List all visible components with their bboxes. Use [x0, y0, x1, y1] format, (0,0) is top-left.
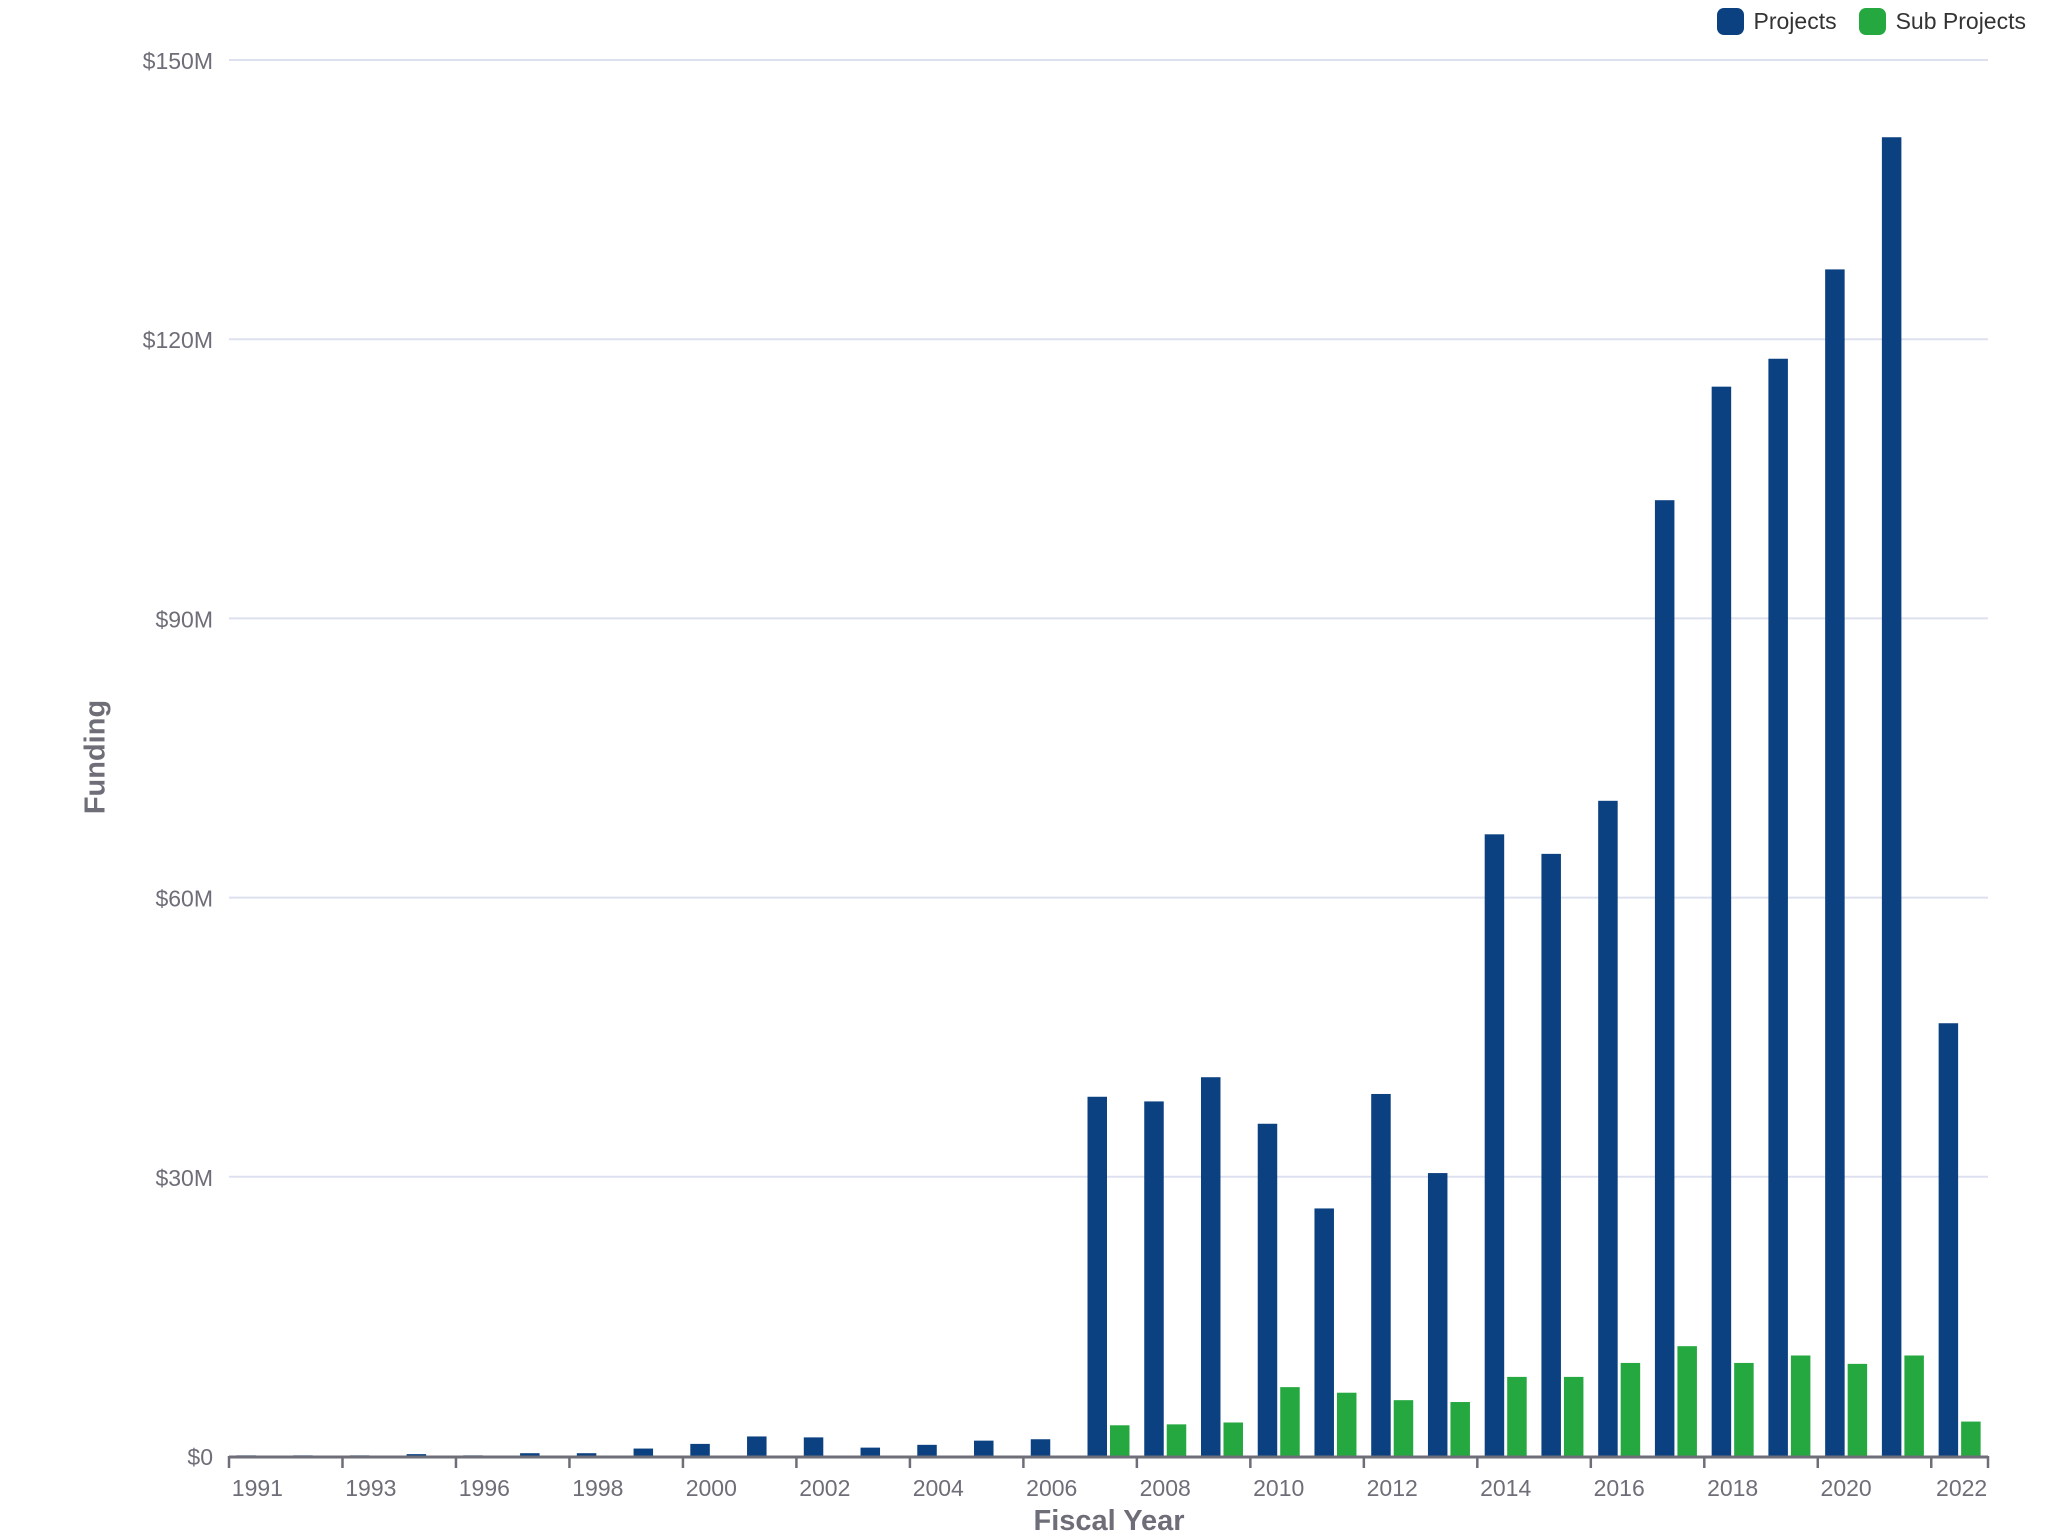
- sub-projects-bar-2008[interactable]: [1166, 1424, 1187, 1456]
- projects-bar-2022[interactable]: [1938, 1023, 1959, 1456]
- projects-bar-2011[interactable]: [1314, 1208, 1334, 1456]
- x-tick-label: 2014: [1480, 1475, 1531, 1501]
- projects-bar-2003[interactable]: [860, 1447, 881, 1456]
- y-tick-label: $120M: [143, 327, 213, 353]
- projects-bar-2005[interactable]: [974, 1440, 994, 1456]
- sub-projects-bar-2007[interactable]: [1110, 1425, 1130, 1456]
- projects-bar-2002[interactable]: [803, 1437, 824, 1456]
- x-tick-label: 1991: [232, 1475, 283, 1501]
- projects-bar-1995[interactable]: [406, 1454, 427, 1456]
- y-tick-label: $0: [187, 1444, 213, 1470]
- projects-bar-2006[interactable]: [1030, 1439, 1051, 1456]
- x-tick-label: 2006: [1026, 1475, 1077, 1501]
- x-tick-label: 2004: [913, 1475, 964, 1501]
- x-tick-label: 2008: [1140, 1475, 1191, 1501]
- sub-projects-bar-2022[interactable]: [1961, 1421, 1981, 1456]
- bars: [236, 137, 1981, 1457]
- projects-bar-2009[interactable]: [1200, 1077, 1221, 1456]
- sub-projects-bar-2017[interactable]: [1677, 1346, 1697, 1456]
- x-tick-label: 2000: [686, 1475, 737, 1501]
- x-tick-label: 1996: [459, 1475, 510, 1501]
- sub-projects-bar-2012[interactable]: [1393, 1400, 1414, 1456]
- sub-projects-bar-2016[interactable]: [1620, 1362, 1641, 1456]
- projects-bar-2018[interactable]: [1711, 386, 1732, 1456]
- projects-bar-2000[interactable]: [690, 1443, 710, 1456]
- x-tick-label: 2016: [1594, 1475, 1645, 1501]
- sub-projects-bar-2009[interactable]: [1223, 1422, 1243, 1456]
- y-tick-label: $150M: [143, 48, 213, 74]
- x-tick-label: 2018: [1707, 1475, 1758, 1501]
- x-tick-label: 2022: [1936, 1475, 1987, 1501]
- y-tick-label: $60M: [155, 886, 213, 912]
- sub-projects-bar-2010[interactable]: [1280, 1387, 1300, 1456]
- legend-label-sub-projects: Sub Projects: [1895, 8, 2026, 34]
- y-axis-ticks: $0 $30M $60M $90M $120M $150M: [143, 48, 213, 1470]
- projects-bar-2014[interactable]: [1484, 834, 1505, 1456]
- projects-swatch-icon: [1716, 8, 1744, 35]
- projects-bar-2020[interactable]: [1825, 269, 1845, 1456]
- projects-bar-2004[interactable]: [917, 1444, 937, 1456]
- projects-bar-2001[interactable]: [747, 1436, 767, 1456]
- x-tick-label: 1998: [572, 1475, 623, 1501]
- sub-projects-bar-2015[interactable]: [1563, 1376, 1584, 1456]
- x-tick-label: 2020: [1821, 1475, 1872, 1501]
- legend-item-sub-projects[interactable]: Sub Projects: [1858, 8, 2026, 35]
- projects-bar-1999[interactable]: [633, 1448, 654, 1456]
- gridlines: [229, 59, 1988, 1178]
- sub-projects-bar-2019[interactable]: [1790, 1355, 1811, 1456]
- sub-projects-bar-2011[interactable]: [1336, 1392, 1357, 1456]
- projects-bar-2013[interactable]: [1427, 1173, 1448, 1456]
- x-tick-label: 2012: [1367, 1475, 1418, 1501]
- projects-bar-1997[interactable]: [520, 1453, 540, 1456]
- projects-bar-2008[interactable]: [1144, 1101, 1164, 1456]
- y-tick-label: $90M: [155, 606, 213, 632]
- sub-projects-bar-2014[interactable]: [1507, 1376, 1527, 1456]
- legend-item-projects[interactable]: Projects: [1716, 8, 1837, 35]
- projects-bar-2007[interactable]: [1087, 1096, 1108, 1456]
- projects-bar-2010[interactable]: [1257, 1123, 1278, 1456]
- projects-bar-2019[interactable]: [1768, 358, 1788, 1456]
- x-tick-label: 1993: [345, 1475, 396, 1501]
- sub-projects-swatch-icon: [1858, 8, 1886, 35]
- projects-bar-2021[interactable]: [1881, 137, 1902, 1456]
- x-tick-label: 2002: [799, 1475, 850, 1501]
- projects-bar-2015[interactable]: [1541, 853, 1561, 1456]
- sub-projects-bar-2021[interactable]: [1904, 1355, 1924, 1456]
- sub-projects-bar-2018[interactable]: [1734, 1362, 1754, 1456]
- y-axis-title: Funding: [79, 699, 112, 815]
- projects-bar-2012[interactable]: [1371, 1093, 1391, 1456]
- sub-projects-bar-2013[interactable]: [1450, 1402, 1470, 1456]
- projects-bar-1998[interactable]: [576, 1453, 597, 1456]
- sub-projects-bar-2020[interactable]: [1847, 1363, 1868, 1456]
- projects-bar-2016[interactable]: [1598, 800, 1618, 1456]
- projects-bar-2017[interactable]: [1654, 500, 1675, 1456]
- x-tick-label: 2010: [1253, 1475, 1304, 1501]
- legend: Projects Sub Projects: [1716, 8, 2026, 35]
- x-axis: 1991 1993 1996 1998 2000 2002 2004 2006 2008 2010…: [227, 1455, 1990, 1501]
- y-tick-label: $30M: [155, 1165, 213, 1191]
- x-axis-title: Fiscal Year: [1033, 1505, 1185, 1537]
- legend-label-projects: Projects: [1753, 8, 1837, 34]
